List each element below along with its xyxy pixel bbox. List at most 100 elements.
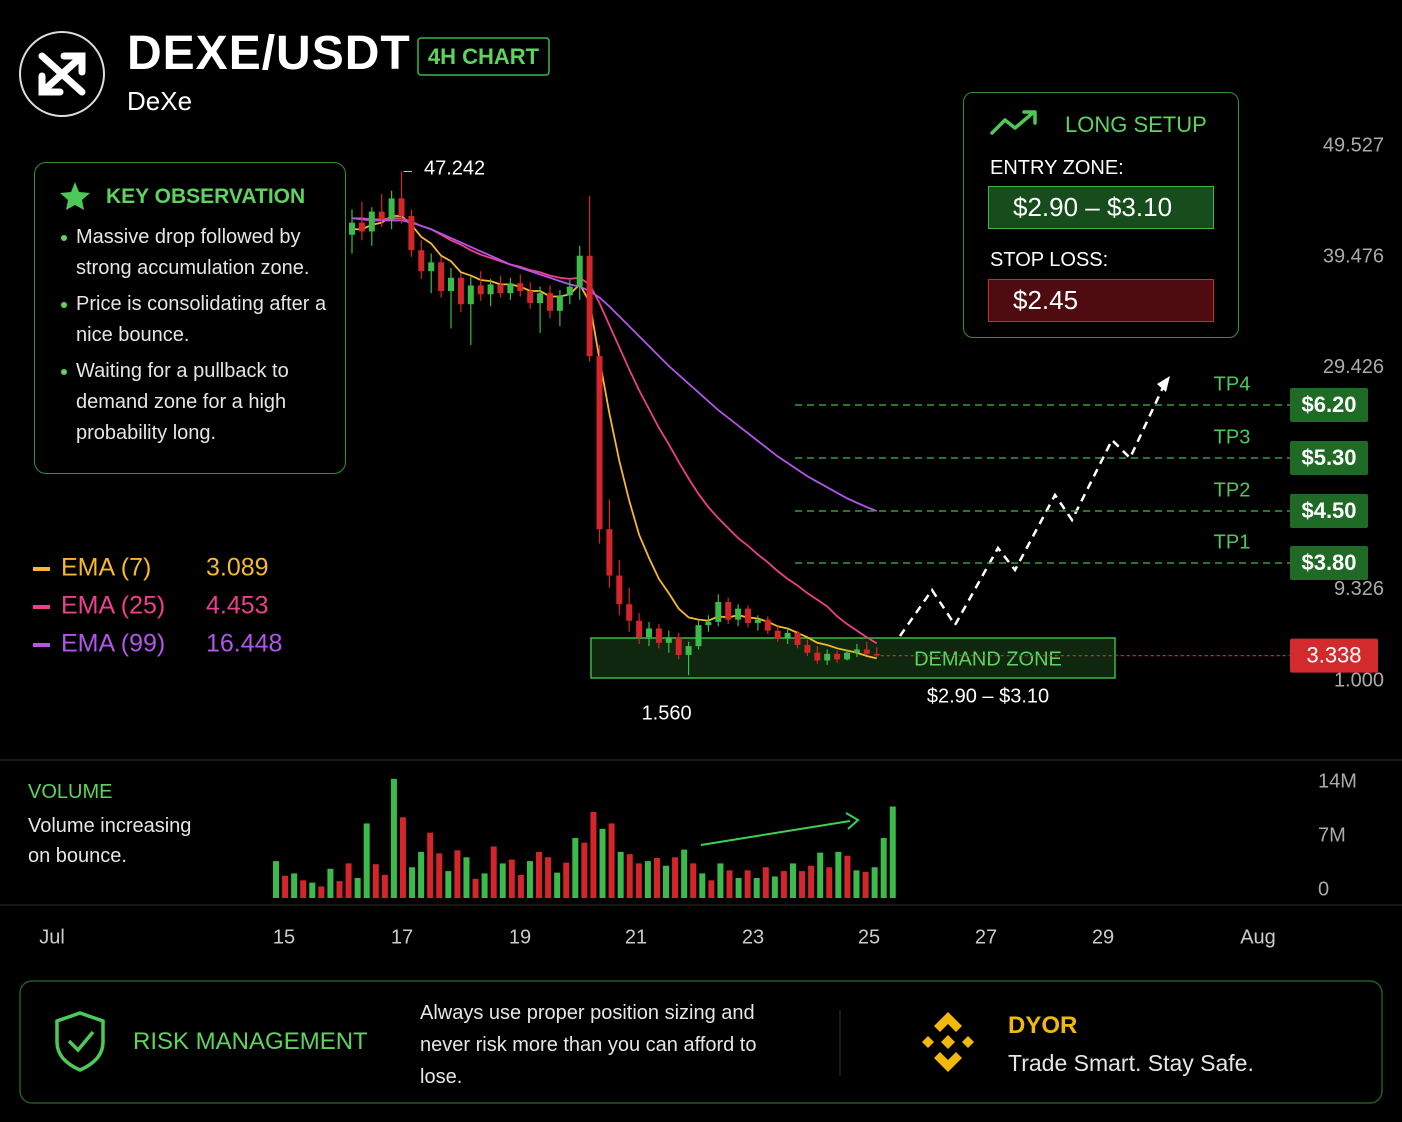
volume-trend-arrow bbox=[700, 820, 851, 846]
volume-bar bbox=[545, 857, 552, 898]
volume-bar bbox=[590, 811, 597, 898]
volume-bar bbox=[381, 874, 388, 898]
candle-body bbox=[774, 630, 781, 639]
volume-bar bbox=[436, 853, 443, 898]
volume-bar bbox=[690, 863, 697, 898]
volume-bar bbox=[853, 870, 860, 898]
volume-bar bbox=[844, 855, 851, 898]
current-price-label: 3.338 bbox=[1306, 642, 1361, 667]
volume-bar bbox=[554, 872, 561, 898]
candle-body bbox=[457, 277, 464, 305]
target-name: TP2 bbox=[1214, 479, 1251, 501]
observation-title: KEY OBSERVATION bbox=[106, 185, 306, 208]
candle-body bbox=[378, 211, 385, 220]
volume-tick-label: 7M bbox=[1318, 824, 1346, 846]
candle-body bbox=[358, 222, 365, 232]
candle-body bbox=[517, 283, 524, 292]
x-tick-label: 19 bbox=[509, 926, 531, 948]
volume-bar bbox=[835, 851, 842, 898]
projection-arrowhead bbox=[1157, 376, 1170, 392]
candle-body bbox=[349, 222, 355, 235]
volume-tick-label: 14M bbox=[1318, 771, 1357, 793]
candle-body bbox=[418, 250, 425, 272]
x-tick-label: Aug bbox=[1240, 926, 1276, 948]
volume-title: VOLUME bbox=[28, 781, 113, 803]
y-tick-label: 29.426 bbox=[1323, 356, 1384, 378]
target-tag bbox=[1290, 388, 1368, 422]
entry-value: $2.90 – $3.10 bbox=[988, 186, 1214, 229]
legend-value: 4.453 bbox=[206, 592, 269, 620]
candle-body bbox=[586, 255, 593, 357]
volume-bar bbox=[862, 871, 869, 898]
volume-bar bbox=[363, 823, 370, 898]
risk-title: RISK MANAGEMENT bbox=[133, 1028, 368, 1055]
shield-icon bbox=[55, 1011, 105, 1072]
candle-body bbox=[487, 284, 494, 295]
legend-name: EMA (25) bbox=[61, 592, 165, 620]
candle-body bbox=[853, 649, 860, 653]
x-tick-label: 25 bbox=[858, 926, 880, 948]
logo bbox=[19, 31, 105, 117]
candle-body bbox=[834, 653, 841, 660]
volume-bar bbox=[372, 864, 379, 898]
volume-bar bbox=[508, 859, 515, 898]
candle-body bbox=[804, 645, 811, 653]
target-tag bbox=[1290, 546, 1368, 580]
volume-bar bbox=[672, 857, 679, 898]
volume-bar bbox=[409, 867, 416, 898]
volume-bar bbox=[789, 863, 796, 898]
volume-bar bbox=[663, 865, 670, 898]
volume-bar bbox=[726, 870, 733, 898]
candle-body bbox=[844, 652, 850, 660]
badge-border bbox=[417, 37, 550, 76]
candle-body bbox=[497, 284, 504, 294]
x-tick-label: Jul bbox=[39, 926, 65, 948]
volume-bar bbox=[427, 832, 434, 898]
candle-body bbox=[655, 628, 662, 643]
y-tick-label: 39.476 bbox=[1323, 245, 1384, 267]
stop-label: STOP LOSS: bbox=[990, 249, 1109, 271]
stop-value: $2.45 bbox=[988, 279, 1214, 322]
x-tick-label: 21 bbox=[625, 926, 647, 948]
candle-body bbox=[606, 529, 613, 576]
volume-bar bbox=[517, 874, 524, 898]
volume-bar bbox=[318, 886, 325, 898]
volume-bar bbox=[345, 863, 352, 898]
risk-text: Always use proper position sizing and ne… bbox=[420, 1002, 757, 1088]
volume-bar bbox=[454, 850, 461, 898]
candle-body bbox=[754, 619, 761, 623]
volume-bar bbox=[327, 868, 334, 898]
legend-value: 16.448 bbox=[206, 630, 282, 658]
candle-body bbox=[547, 293, 553, 311]
legend-name: EMA (99) bbox=[61, 630, 165, 658]
candle-body bbox=[388, 198, 395, 220]
candle-body bbox=[398, 198, 405, 217]
volume-bar bbox=[309, 882, 316, 898]
target-label: $3.80 bbox=[1301, 550, 1356, 575]
dyor-title: DYOR bbox=[1008, 1012, 1078, 1039]
low-label: 1.560 bbox=[642, 702, 692, 724]
volume-bar bbox=[780, 871, 787, 898]
setup-box: LONG SETUP ENTRY ZONE: $2.90 – $3.10 STO… bbox=[963, 92, 1239, 338]
volume-bar bbox=[653, 858, 660, 898]
observation-box: KEY OBSERVATION Massive drop followed by… bbox=[34, 162, 346, 474]
observation-item: Massive drop followed by strong accumula… bbox=[35, 222, 338, 284]
volume-bar bbox=[472, 878, 479, 898]
target-name: TP3 bbox=[1214, 426, 1251, 448]
volume-bar bbox=[808, 865, 815, 898]
candle-body bbox=[428, 262, 435, 272]
x-tick-label: 27 bbox=[975, 926, 997, 948]
volume-bar bbox=[526, 861, 533, 898]
candle-body bbox=[705, 621, 712, 626]
volume-bar bbox=[336, 881, 343, 898]
candle-body bbox=[646, 628, 652, 638]
target-label: $4.50 bbox=[1301, 498, 1356, 523]
candle-body bbox=[794, 632, 801, 646]
candle-body bbox=[527, 291, 534, 304]
candle-body bbox=[636, 620, 643, 638]
volume-bar bbox=[399, 817, 406, 898]
candle-body bbox=[467, 285, 474, 305]
volume-bar bbox=[273, 861, 279, 898]
volume-bar bbox=[699, 873, 706, 898]
